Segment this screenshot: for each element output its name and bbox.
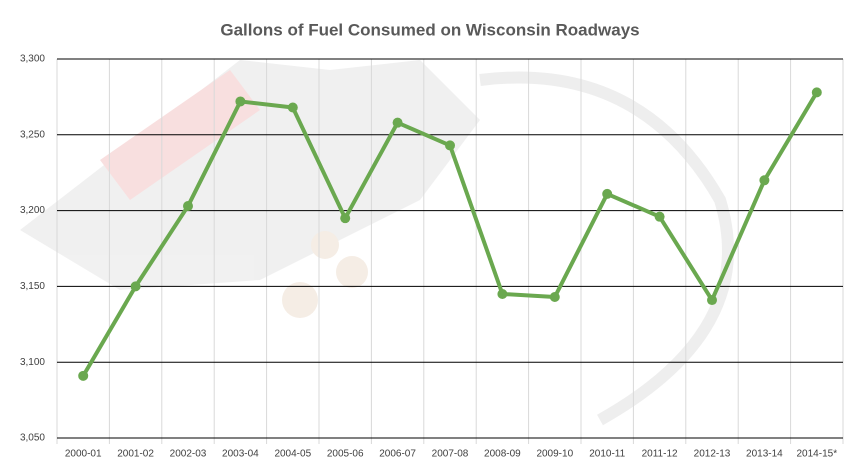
x-tick-label: 2011-12	[642, 449, 678, 460]
x-tick-label: 2009-10	[536, 449, 573, 460]
y-tick-label: 3,200	[20, 205, 45, 216]
x-tick-label: 2000-01	[65, 449, 102, 460]
x-tick-label: 2014-15*	[797, 449, 838, 460]
x-tick-label: 2008-09	[484, 449, 521, 460]
data-point	[707, 295, 717, 306]
data-point	[183, 201, 193, 212]
x-tick-label: 2012-13	[694, 449, 731, 460]
x-tick-label: 2013-14	[746, 449, 783, 460]
background-decoration	[20, 60, 734, 426]
data-point	[602, 188, 613, 199]
y-tick-label: 3,100	[20, 357, 45, 368]
data-point	[130, 281, 141, 292]
data-point	[235, 96, 246, 107]
y-tick-label: 3,300	[20, 54, 45, 65]
data-point	[759, 175, 770, 186]
data-point	[287, 102, 298, 113]
data-point	[445, 140, 455, 151]
x-tick-label: 2003-04	[222, 449, 259, 460]
x-tick-label: 2007-08	[432, 449, 469, 460]
chart-title: Gallons of Fuel Consumed on Wisconsin Ro…	[220, 20, 639, 39]
data-point	[78, 370, 89, 381]
data-point	[392, 117, 403, 128]
y-tick-label: 3,050	[20, 433, 45, 444]
x-tick-label: 2004-05	[274, 449, 311, 460]
x-tick-label: 2010-11	[589, 449, 625, 460]
data-point	[340, 213, 351, 224]
x-tick-label: 2005-06	[327, 449, 364, 460]
data-point	[811, 87, 822, 98]
x-tick-label: 2002-03	[170, 449, 207, 460]
y-tick-label: 3,250	[20, 129, 45, 140]
x-tick-label: 2001-02	[117, 449, 154, 460]
data-point	[549, 292, 560, 303]
data-point	[497, 288, 508, 299]
y-tick-label: 3,150	[20, 281, 45, 292]
data-point	[654, 211, 665, 222]
x-tick-label: 2006-07	[379, 449, 416, 460]
